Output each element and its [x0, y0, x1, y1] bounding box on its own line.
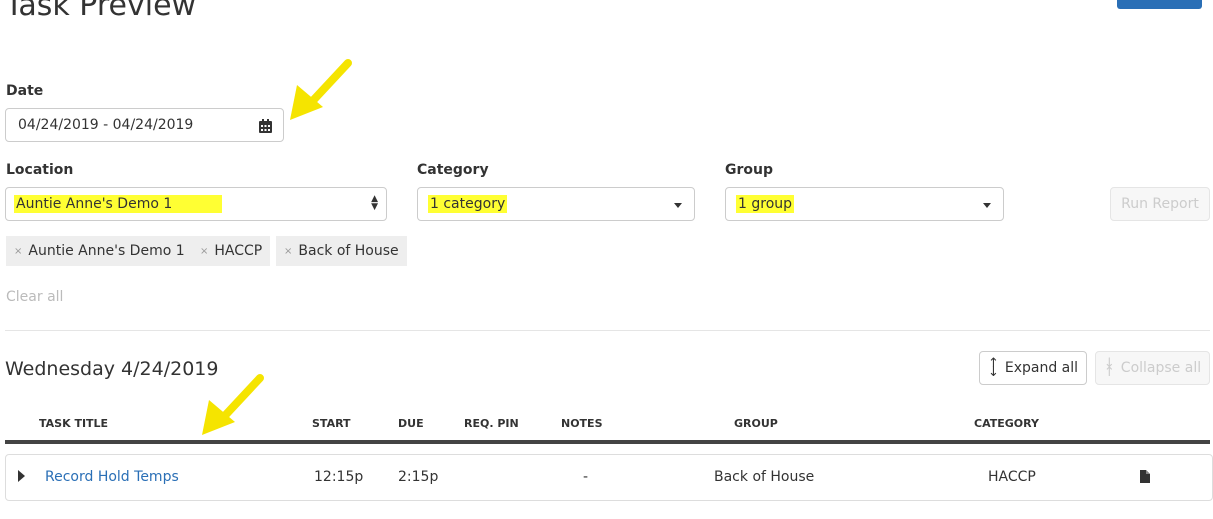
collapse-icon: ↓ ↑ — [1103, 356, 1115, 380]
filter-chip[interactable]: × Back of House — [276, 236, 407, 266]
column-header[interactable]: DUE — [398, 417, 424, 430]
chip-label: Auntie Anne's Demo 1 — [28, 243, 185, 259]
chip-label: HACCP — [214, 243, 263, 259]
group-value: 1 group — [736, 195, 795, 213]
collapse-all-label: Collapse all — [1120, 360, 1202, 376]
notes-cell: - — [583, 469, 589, 485]
date-range-input[interactable]: 04/24/2019 - 04/24/2019 — [5, 108, 284, 142]
remove-icon[interactable]: × — [284, 245, 293, 257]
clear-all-link[interactable]: Clear all — [6, 289, 64, 305]
due-cell: 2:15p — [398, 469, 439, 485]
date-heading: Wednesday 4/24/2019 — [5, 358, 219, 380]
filter-chip[interactable]: × HACCP — [192, 236, 271, 266]
location-select[interactable]: Auntie Anne's Demo 1 ▲ ▼ — [5, 187, 387, 221]
group-label: Group — [725, 162, 774, 178]
location-label: Location — [6, 162, 74, 178]
chevron-down-icon — [983, 203, 991, 208]
column-header[interactable]: GROUP — [734, 417, 778, 430]
category-label: Category — [417, 162, 489, 178]
task-title-link[interactable]: Record Hold Temps — [45, 469, 179, 485]
calendar-icon[interactable] — [259, 119, 272, 133]
category-select[interactable]: 1 category — [417, 187, 695, 221]
column-header[interactable]: START — [312, 417, 351, 430]
expand-row-icon[interactable] — [18, 470, 25, 482]
location-value: Auntie Anne's Demo 1 — [14, 195, 223, 213]
group-select[interactable]: 1 group — [725, 187, 1004, 221]
chip-label: Back of House — [298, 243, 399, 259]
chevron-down-icon — [674, 203, 682, 208]
document-icon[interactable] — [1140, 470, 1150, 483]
column-header[interactable]: TASK TITLE — [39, 417, 109, 430]
remove-icon[interactable]: × — [200, 245, 209, 257]
column-header[interactable]: NOTES — [561, 417, 603, 430]
divider — [5, 330, 1210, 331]
annotation-arrow — [290, 59, 352, 120]
run-report-button[interactable]: Run Report — [1110, 187, 1210, 221]
column-header[interactable]: REQ. PIN — [464, 417, 519, 430]
start-cell: 12:15p — [314, 469, 364, 485]
header-rule — [5, 440, 1210, 444]
sort-arrows-icon: ▲ ▼ — [371, 194, 378, 212]
category-cell: HACCP — [988, 469, 1036, 485]
top-action-button[interactable] — [1117, 0, 1202, 9]
expand-icon: ↑ ↓ — [987, 356, 999, 380]
category-value: 1 category — [428, 195, 508, 213]
date-label: Date — [6, 83, 44, 99]
remove-icon[interactable]: × — [14, 245, 23, 257]
collapse-all-button[interactable]: ↓ ↑ Collapse all — [1095, 351, 1210, 385]
group-cell: Back of House — [714, 469, 815, 485]
annotation-arrow — [202, 374, 264, 435]
expand-all-label: Expand all — [1004, 360, 1079, 376]
filter-chip[interactable]: × Auntie Anne's Demo 1 — [6, 236, 193, 266]
expand-all-button[interactable]: ↑ ↓ Expand all — [979, 351, 1087, 385]
column-header[interactable]: CATEGORY — [974, 417, 1039, 430]
page-title: Task Preview — [5, 0, 197, 23]
date-range-value: 04/24/2019 - 04/24/2019 — [18, 117, 194, 133]
